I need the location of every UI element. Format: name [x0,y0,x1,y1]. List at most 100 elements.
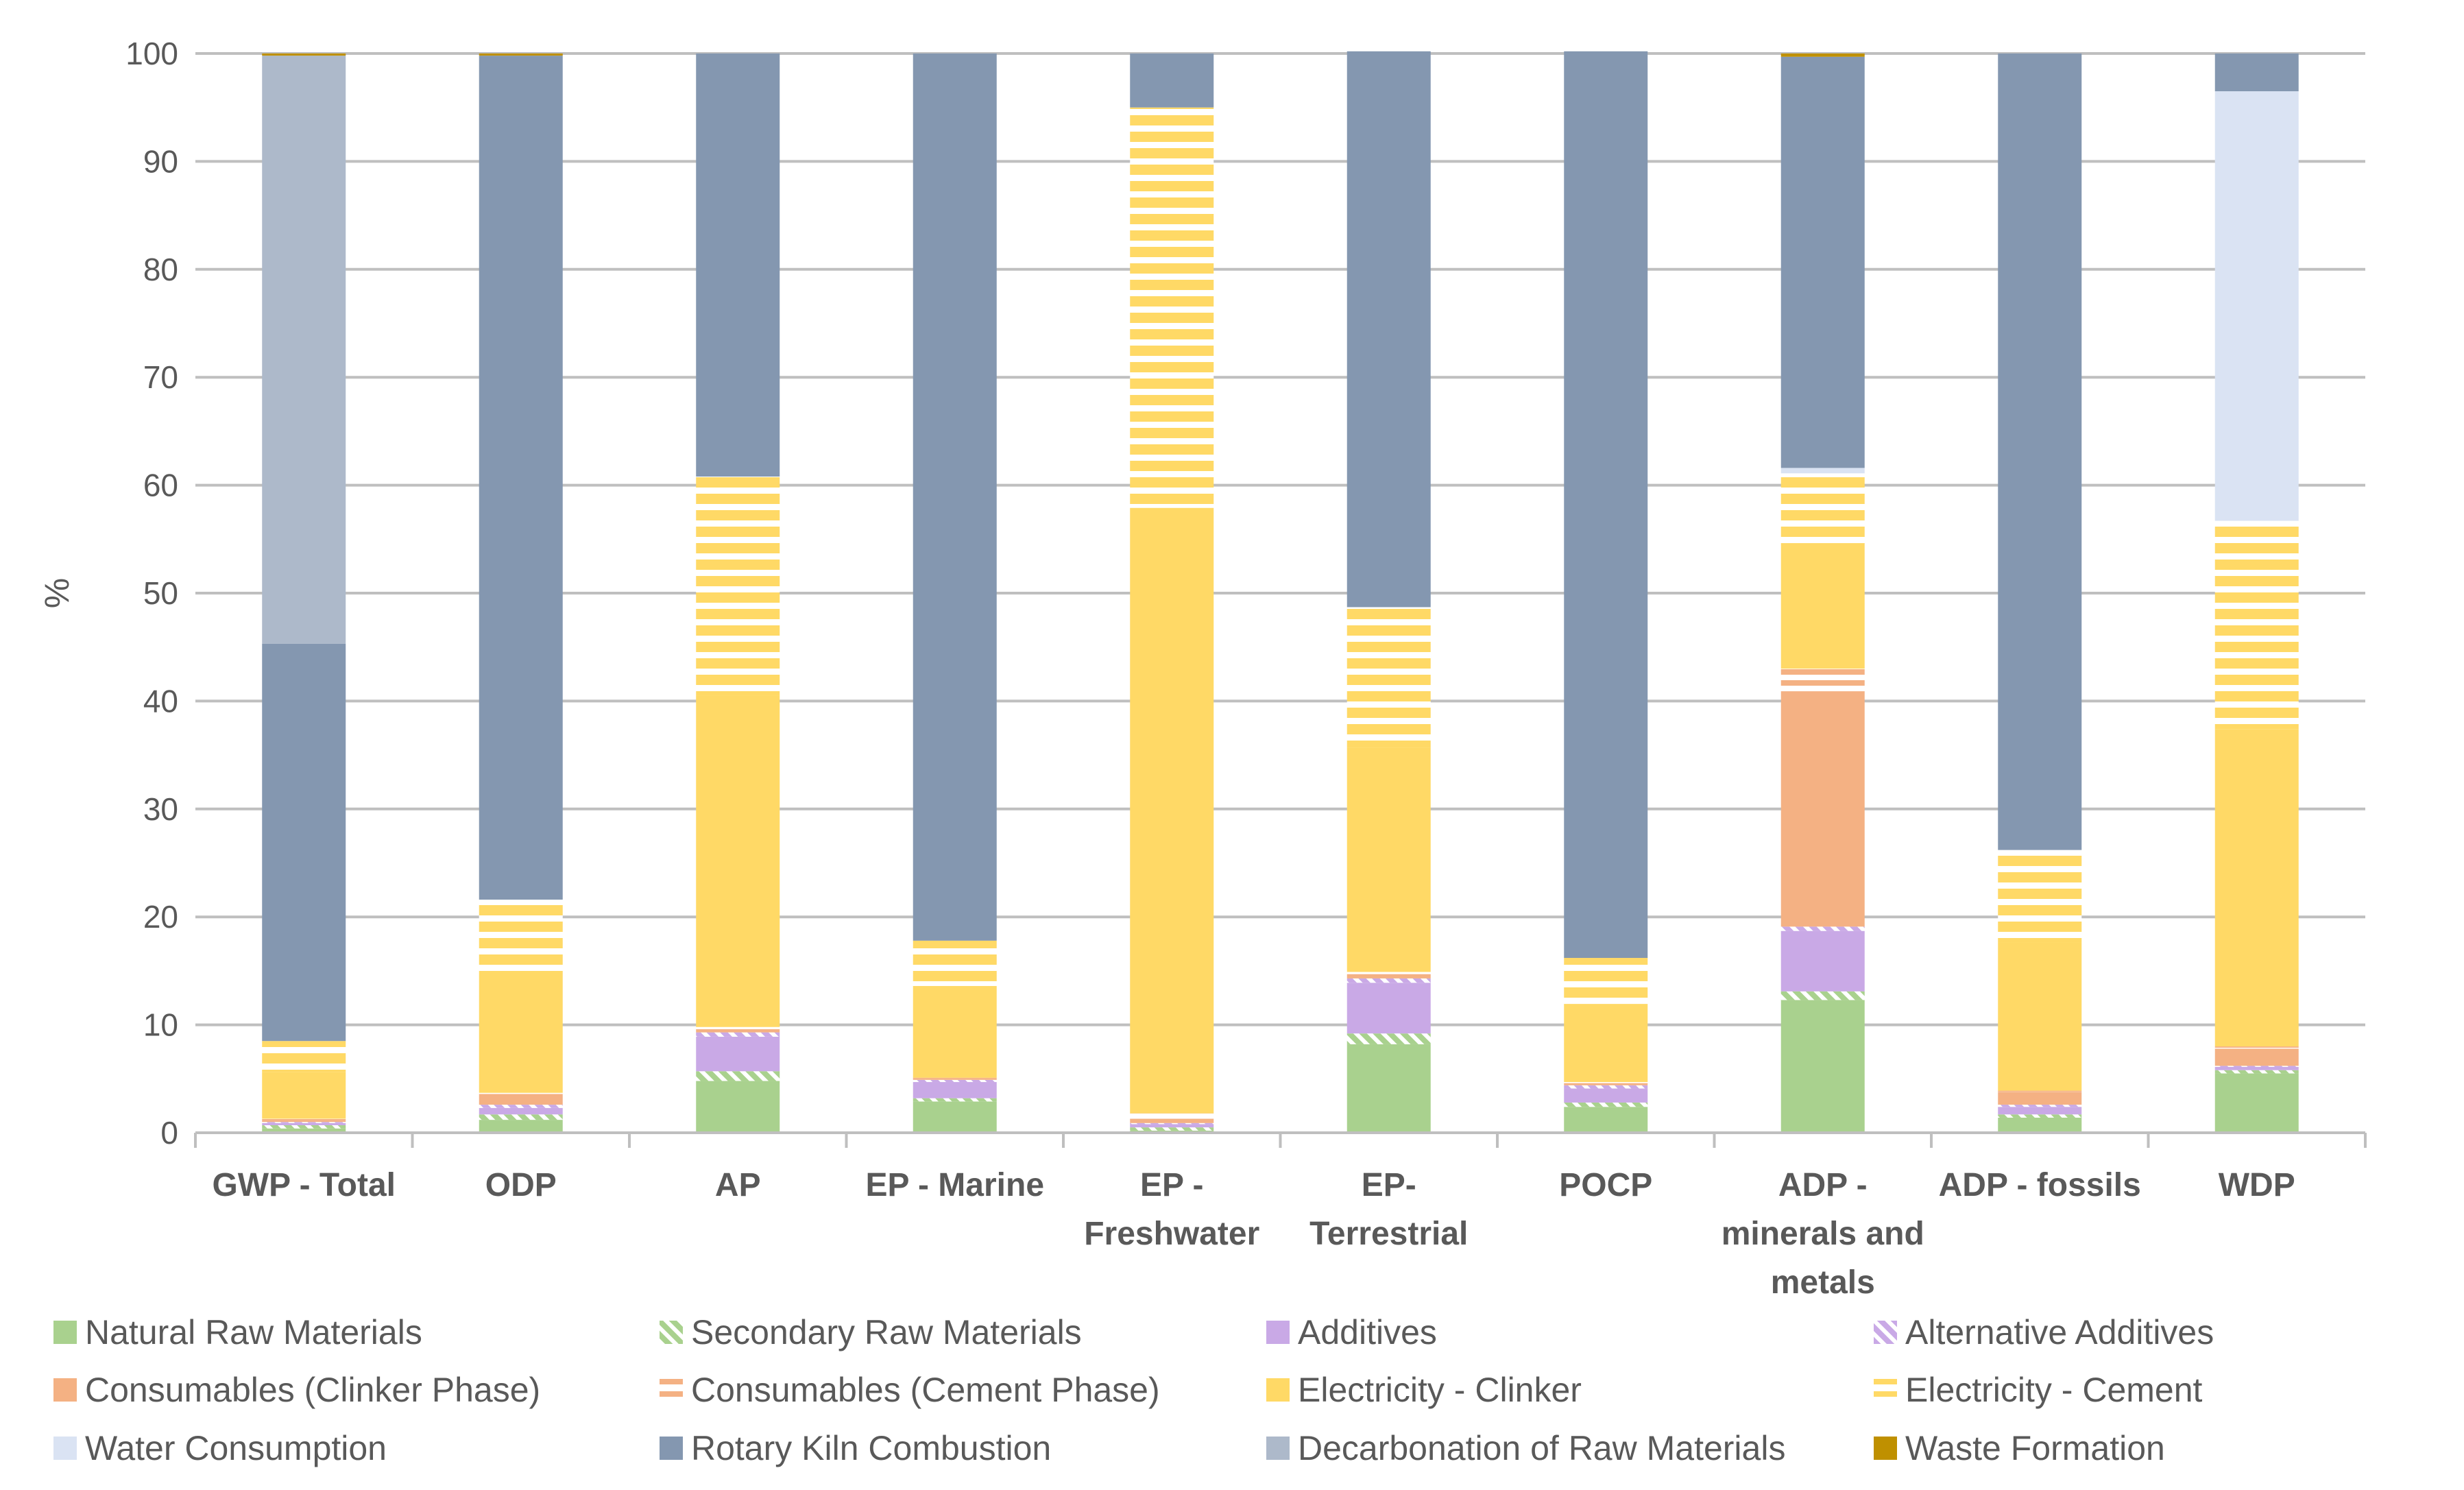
legend-label: Water Consumption [85,1429,387,1467]
bar-segment-rotary-kiln-combustion [1780,56,1865,468]
legend-swatch [1874,1321,1897,1344]
y-tick-label: 20 [143,899,178,935]
bar-segment-rotary-kiln-combustion [1130,53,1214,108]
x-tick-label: EP - Marine [865,1167,1044,1203]
bar-segment-additives [2214,1066,2299,1070]
bar-segment-consumables-cement-phase [2214,1046,2299,1049]
bar-segment-secondary-raw-materials [1346,1033,1431,1044]
bar-segment-electricity-cement [696,477,780,696]
y-tick-label: 60 [143,468,178,503]
bar-segment-consumables-cement-phase [913,1077,997,1079]
bar-segment-waste-formation [262,53,346,56]
bar-segment-electricity-clinker [1346,747,1431,972]
bar-segment-consumables-cement-phase [1998,1090,2082,1092]
bar-segment-consumables-cement-phase [1346,972,1431,974]
bar-segment-electricity-cement [2214,520,2299,730]
bar-segment-secondary-raw-materials [913,1098,997,1102]
bar-segment-rotary-kiln-combustion [1346,51,1431,608]
x-tick-label: EP - [1140,1167,1203,1203]
bar-segment-rotary-kiln-combustion [479,56,563,900]
legend: Natural Raw Materials Secondary Raw Mater… [53,1313,2214,1467]
bar-segment-alternative-additives [262,1122,346,1123]
bar-segment-electricity-clinker [913,985,997,1078]
bar-segment-electricity-clinker [1130,507,1214,1114]
x-tick-label: ADP - [1778,1167,1868,1203]
bar-segment-consumables-cement-phase [1564,1082,1648,1083]
bar-segment-additives [1998,1107,2082,1115]
bar-segment-electricity-clinker [1780,543,1865,669]
bar-segment-electricity-cement [479,900,563,971]
bar-segment-natural-raw-materials [479,1120,563,1133]
bar-segment-consumables-clinker-phase [1998,1092,2082,1105]
y-axis-label: % [38,578,76,608]
bar-segment-natural-raw-materials [696,1081,780,1133]
bar-segment-secondary-raw-materials [2214,1070,2299,1074]
bar-segment-secondary-raw-materials [262,1125,346,1129]
x-tick-label: WDP [2219,1167,2295,1203]
y-tick-label: 30 [143,791,178,827]
bar-segment-decarbonation-of-raw-materials [262,56,346,644]
bar-segment-consumables-clinker-phase [1346,974,1431,978]
bar-segment-electricity-cement [1564,958,1648,1005]
bar-segment-consumables-clinker-phase [1564,1083,1648,1085]
bar-segment-water-consumption [1780,468,1865,474]
bar-segment-electricity-clinker [696,695,780,1027]
x-tick-label: ODP [485,1167,557,1203]
legend-swatch [1266,1378,1290,1402]
bar-segment-electricity-cement [1346,607,1431,748]
bar-segment-additives [1130,1124,1214,1128]
bar-segment-secondary-raw-materials [1130,1127,1214,1131]
x-tick-label: AP [715,1167,761,1203]
legend-swatch [660,1391,683,1397]
bar-segment-secondary-raw-materials [1780,991,1865,1000]
legend-label: Additives [1298,1313,1437,1351]
legend-label: Electricity - Cement [1905,1371,2203,1409]
bar-segment-additives [913,1082,997,1098]
legend-swatch [53,1437,77,1460]
legend-label: Electricity - Clinker [1298,1371,1582,1409]
x-tick-label: minerals and [1722,1216,1924,1252]
bar-segment-consumables-clinker-phase [2214,1048,2299,1066]
bar-segment-electricity-cement [1998,850,2082,943]
bar-segment-rotary-kiln-combustion [262,643,346,1042]
y-tick-label: 100 [125,36,178,71]
bar-segment-natural-raw-materials [262,1128,346,1133]
bar-segment-natural-raw-materials [1780,1000,1865,1133]
bar-segment-waste-formation [479,53,563,56]
legend-swatch [1266,1437,1290,1460]
y-tick-label: 0 [160,1115,178,1151]
legend-label: Waste Formation [1905,1429,2165,1467]
bar-segment-rotary-kiln-combustion [2214,53,2299,92]
legend-swatch [1874,1437,1897,1460]
y-tick-label: 40 [143,683,178,719]
legend-swatch [1874,1379,1897,1384]
bar-segment-electricity-clinker [262,1072,346,1119]
legend-label: Rotary Kiln Combustion [691,1429,1051,1467]
bar-segment-electricity-clinker [479,970,563,1093]
bar-segment-rotary-kiln-combustion [1564,51,1648,959]
legend-swatch [1874,1391,1897,1397]
bar-segment-secondary-raw-materials [1564,1102,1648,1107]
legend-label: Consumables (Clinker Phase) [85,1371,540,1409]
bar-segment-additives [1346,983,1431,1034]
bar-segment-additives [696,1036,780,1072]
bar-segment-alternative-additives [696,1032,780,1037]
legend-label: Alternative Additives [1905,1313,2214,1351]
legend-swatch [660,1437,683,1460]
bar-segment-secondary-raw-materials [479,1114,563,1120]
bar-segment-natural-raw-materials [1346,1044,1431,1133]
legend-label: Natural Raw Materials [85,1313,422,1351]
bar-segment-water-consumption [2214,91,2299,521]
bar-segment-consumables-clinker-phase [1130,1118,1214,1123]
x-tick-label: metals [1771,1264,1875,1301]
legend-label: Decarbonation of Raw Materials [1298,1429,1785,1467]
bar-segment-additives [1780,930,1865,992]
bar-segment-electricity-clinker [1564,1004,1648,1083]
bar-segment-secondary-raw-materials [1998,1114,2082,1118]
bar-segment-electricity-cement [1130,107,1214,508]
bar-segment-consumables-clinker-phase [696,1029,780,1033]
bar-segment-alternative-additives [1130,1122,1214,1125]
x-tick-label: POCP [1559,1167,1652,1203]
x-tick-label: Freshwater [1084,1216,1259,1252]
x-tick-label: GWP - Total [212,1167,396,1203]
